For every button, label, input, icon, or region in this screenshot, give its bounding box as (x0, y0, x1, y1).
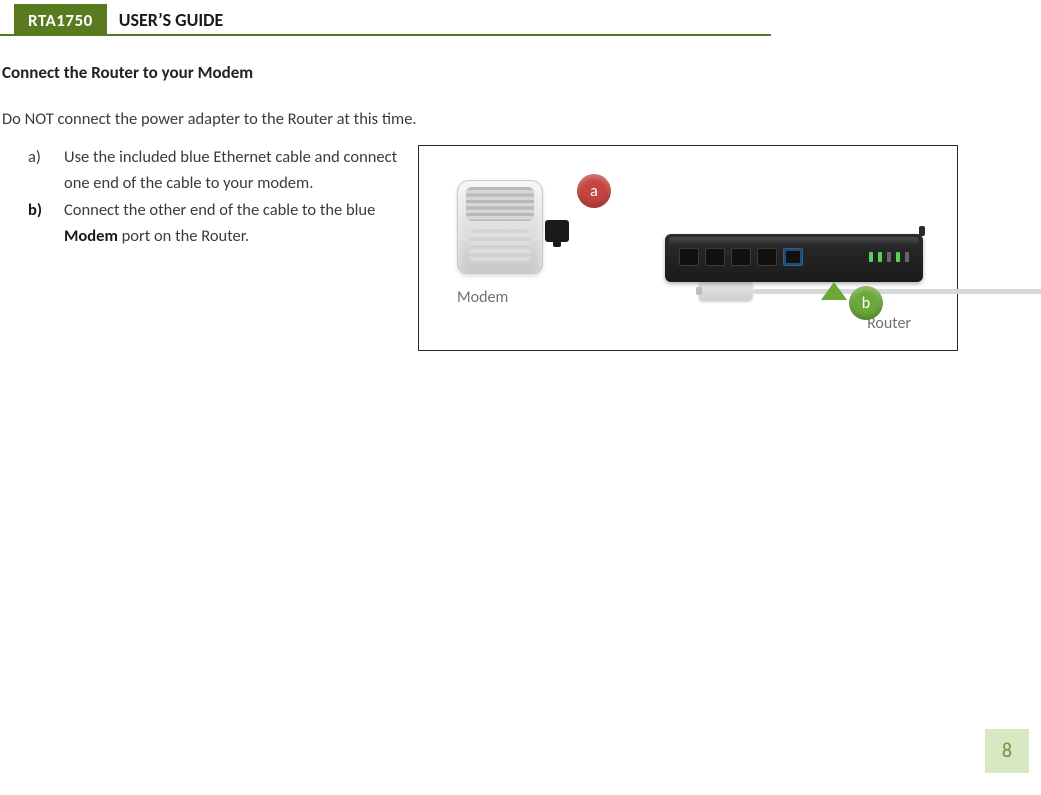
step-b-text-after: port on the Router. (118, 226, 249, 246)
led-icon (896, 252, 900, 262)
led-icon (869, 252, 873, 262)
intro-paragraph: Do NOT connect the power adapter to the … (2, 109, 1041, 129)
callout-badge-b: b (849, 286, 883, 320)
step-b-text-before: Connect the other end of the cable to th… (64, 200, 375, 220)
router-antenna-icon (919, 226, 925, 236)
step-b-bold-word: Modem (64, 226, 118, 246)
router-modem-port-icon (783, 248, 803, 266)
steps-list: a) Use the included blue Ethernet cable … (0, 145, 400, 351)
router-port-icon (757, 248, 777, 266)
router-illustration (665, 234, 923, 282)
modem-label: Modem (457, 288, 508, 307)
led-icon (878, 252, 882, 262)
step-a-text: Use the included blue Ethernet cable and… (64, 145, 400, 196)
router-ports-icon (679, 248, 803, 266)
arrow-up-icon (821, 282, 847, 300)
header-gap (771, 4, 1041, 36)
connection-diagram: a Modem (418, 145, 958, 351)
content-row: a) Use the included blue Ethernet cable … (0, 145, 1041, 351)
page-number: 8 (985, 729, 1029, 773)
modem-illustration: a (457, 180, 623, 276)
diagram-column: a Modem (418, 145, 958, 351)
modem-body-icon (457, 180, 543, 274)
step-b-marker: b) (28, 198, 64, 249)
step-b: b) Connect the other end of the cable to… (28, 198, 400, 249)
header-product-badge: RTA1750 (14, 4, 107, 36)
step-b-text: Connect the other end of the cable to th… (64, 198, 400, 249)
callout-badge-a: a (577, 174, 611, 208)
page-header: RTA1750 USER’S GUIDE (0, 4, 1041, 36)
step-a: a) Use the included blue Ethernet cable … (28, 145, 400, 196)
led-icon (887, 252, 891, 262)
router-leds-icon (869, 252, 909, 262)
section-heading: Connect the Router to your Modem (2, 62, 1041, 83)
led-icon (905, 252, 909, 262)
header-title: USER’S GUIDE (107, 4, 771, 36)
step-a-marker: a) (28, 145, 64, 196)
router-port-icon (705, 248, 725, 266)
ethernet-cable-icon (699, 281, 753, 301)
header-rule-left (0, 4, 14, 36)
router-port-icon (731, 248, 751, 266)
modem-ethernet-port-icon (545, 220, 569, 242)
router-port-icon (679, 248, 699, 266)
